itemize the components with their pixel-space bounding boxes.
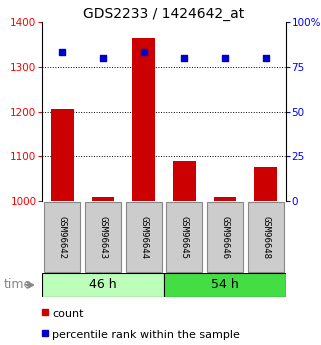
Bar (214, 197, 236, 201)
Point (182, 55, 187, 61)
Text: percentile rank within the sample: percentile rank within the sample (52, 330, 240, 340)
Text: GSM96644: GSM96644 (139, 216, 148, 258)
Point (141, 50, 146, 55)
Point (100, 55, 106, 61)
Bar (167, 202, 202, 272)
Bar (207, 202, 243, 272)
Bar (44, 202, 80, 272)
Text: time: time (3, 278, 31, 292)
Text: 46 h: 46 h (89, 278, 117, 292)
Text: GSM96642: GSM96642 (58, 216, 67, 258)
Text: count: count (52, 309, 83, 319)
Text: GSM96646: GSM96646 (221, 216, 230, 258)
Point (263, 55, 268, 61)
Bar (92, 197, 114, 201)
Bar (42, 309, 48, 315)
Title: GDS2233 / 1424642_at: GDS2233 / 1424642_at (83, 7, 245, 21)
Bar (173, 161, 195, 201)
Bar (133, 38, 155, 201)
Bar (85, 202, 121, 272)
Bar (164, 273, 286, 297)
Bar (255, 167, 277, 201)
Text: 54 h: 54 h (211, 278, 239, 292)
Bar (42, 331, 48, 336)
Text: GSM96648: GSM96648 (261, 216, 270, 258)
Text: GSM96643: GSM96643 (99, 216, 108, 258)
Bar (248, 202, 283, 272)
Text: GSM96645: GSM96645 (180, 216, 189, 258)
Bar (42, 273, 164, 297)
Point (60, 50, 65, 55)
Bar (126, 202, 161, 272)
Point (222, 55, 228, 61)
Bar (51, 109, 74, 201)
